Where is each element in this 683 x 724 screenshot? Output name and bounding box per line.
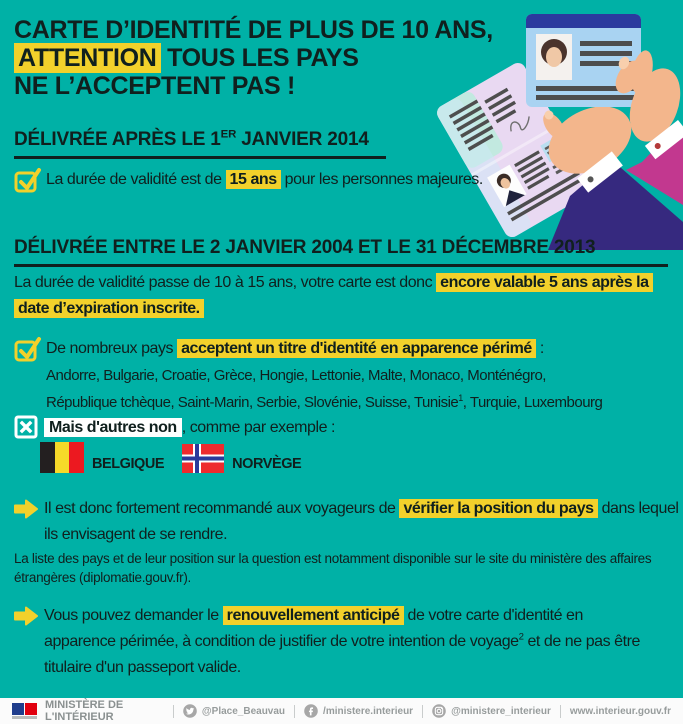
instagram-icon [432,704,446,718]
website-link[interactable]: www.interieur.gouv.fr [569,705,671,717]
page-title: CARTE D’IDENTITÉ DE PLUS DE 10 ANS, ATTE… [14,16,554,100]
social-links: @Place_Beauvau /ministere.interieur @min [172,704,671,718]
separator [294,704,296,718]
verify-country-text: Il est donc fortement recommandé aux voy… [44,499,679,543]
section-heading-after-2014: DÉLIVRÉE APRÈS LE 1ER JANVIER 2014 [14,129,386,159]
yellow-checkbox-icon [14,336,42,367]
non-accepting-countries-item: Mais d'autres non, comme par exemple : [14,415,514,445]
flag-item-belgium: BELGIQUE [40,442,165,473]
instagram-link[interactable]: @ministere_interieur [432,704,551,718]
upper-cuff [644,119,683,160]
validity-extension-paragraph: La durée de validité passe de 10 à 15 an… [14,270,654,322]
norway-flag-icon [182,444,225,473]
passport-illustration [437,62,593,238]
separator [559,704,561,718]
non-accepting-countries-text: Mais d'autres non, comme par exemple : [44,415,335,441]
yellow-checkbox-icon [14,167,42,198]
footer-bar: MINISTÈRE DE L'INTÉRIEUR @Place_Beauvau … [0,698,683,724]
example-flags-row: BELGIQUE NORVÈGE [40,442,302,473]
foreign-ministry-note: La liste des pays et de leur position su… [14,551,652,585]
ministry-logo [12,703,37,719]
countries-list-line-2: République tchèque, Saint-Marin, Serbie,… [46,393,603,412]
title-line-3: NE L’ACCEPTENT PAS ! [14,72,296,100]
purple-sleeve [548,160,683,250]
accepting-countries-text: De nombreux pays acceptent un titre d'id… [46,336,603,416]
hands-holding-id-documents-illustration [437,14,683,250]
separator [422,704,424,718]
countries-list-line-1: Andorre, Bulgarie, Croatie, Grèce, Hongi… [46,367,546,384]
belgium-flag-icon [40,442,84,473]
flag-label: BELGIQUE [92,456,165,472]
ministry-brand: MINISTÈRE DE L'INTÉRIEUR [12,699,173,723]
upper-hand-illustration [615,50,681,142]
separator [172,704,174,718]
lower-cuff [577,151,623,193]
facebook-link[interactable]: /ministere.interieur [304,704,413,718]
white-cross-box-icon [14,415,40,445]
flag-item-norway: NORVÈGE [182,444,302,473]
validity-15-years-item: La durée de validité est de 15 ans pour … [14,167,484,198]
attention-highlight: ATTENTION [14,43,161,73]
validity-15-years-text: La durée de validité est de 15 ans pour … [46,170,483,189]
title-line-1: CARTE D’IDENTITÉ DE PLUS DE 10 ANS, [14,16,493,44]
twitter-icon [183,704,197,718]
flag-label: NORVÈGE [232,456,302,472]
ministry-name: MINISTÈRE DE L'INTÉRIEUR [45,699,124,723]
facebook-icon [304,704,318,718]
yellow-arrow-icon [14,499,40,524]
verify-country-advice: Il est donc fortement recommandé aux voy… [14,496,679,548]
id-card-illustration [526,14,641,107]
title-line-2: ATTENTION TOUS LES PAYS [14,43,554,73]
accepting-countries-item: De nombreux pays acceptent un titre d'id… [14,336,674,416]
yellow-arrow-icon [14,606,40,631]
section-heading-2004-2013: DÉLIVRÉE ENTRE LE 2 JANVIER 2004 ET LE 3… [14,237,668,267]
early-renewal-advice: Vous pouvez demander le renouvellement a… [14,603,674,681]
early-renewal-text: Vous pouvez demander le renouvellement a… [44,606,640,676]
twitter-link[interactable]: @Place_Beauvau [183,704,285,718]
